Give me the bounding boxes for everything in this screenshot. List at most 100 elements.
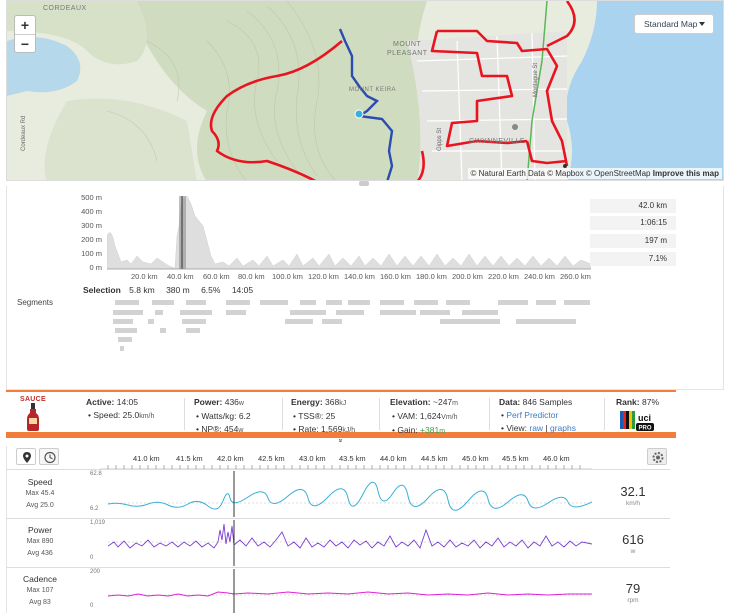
elev-x-tick: 140.0 km — [344, 272, 375, 281]
data-value: 846 Samples — [522, 397, 573, 407]
segment-bar[interactable] — [326, 300, 342, 305]
active-value: 14:05 — [116, 397, 138, 407]
segment-bar[interactable] — [148, 319, 154, 324]
divider — [489, 398, 490, 430]
km-tick: 43.5 km — [339, 454, 366, 463]
segment-bar[interactable] — [336, 310, 364, 315]
segment-bar[interactable] — [322, 319, 342, 324]
segment-bar[interactable] — [290, 310, 326, 315]
view-label: View: — [506, 423, 527, 433]
segment-bar[interactable] — [120, 346, 124, 351]
segment-bar[interactable] — [152, 300, 174, 305]
segment-bar[interactable] — [180, 310, 212, 315]
segment-bar[interactable] — [498, 300, 528, 305]
perf-predictor-link[interactable]: Perf Predictor — [506, 410, 559, 420]
segment-bar[interactable] — [414, 300, 438, 305]
sauce-rank[interactable]: Rank: 87% uci PRO — [616, 396, 659, 437]
wkg-value: 6.2 — [238, 411, 251, 421]
gain-unit: m — [439, 428, 446, 435]
map-pin-button[interactable] — [16, 448, 36, 465]
sauce-elevation: Elevation: ~247m • VAM: 1,624Vm/h • Gain… — [390, 397, 458, 435]
sauce-logo[interactable]: SAUCE — [10, 396, 56, 436]
expand-toggle-icon[interactable]: » — [336, 438, 344, 443]
improve-map-link[interactable]: Improve this map — [652, 169, 719, 178]
segment-bar[interactable] — [462, 310, 498, 315]
segment-bar[interactable] — [160, 328, 166, 333]
cadence-axis-top: 200 — [90, 569, 101, 575]
energy-unit: kJ — [339, 400, 347, 407]
map-type-select[interactable]: Standard Map — [634, 14, 714, 34]
elevation-chart[interactable] — [107, 196, 591, 270]
segment-bar[interactable] — [113, 310, 143, 315]
segment-bar[interactable] — [260, 300, 288, 305]
elev-value: ~247 — [433, 397, 453, 407]
elev-x-tick: 80.0 km — [238, 272, 265, 281]
power-value: 436 — [224, 397, 239, 407]
segment-bar[interactable] — [155, 310, 163, 315]
segment-bar[interactable] — [115, 328, 137, 333]
attribution-text: © Natural Earth Data © Mapbox © OpenStre… — [470, 169, 651, 178]
segment-bar[interactable] — [226, 310, 246, 315]
cadence-current-unit: rpm — [627, 597, 639, 604]
segment-bar[interactable] — [285, 319, 313, 324]
km-tick: 42.0 km — [217, 454, 244, 463]
segment-bar[interactable] — [420, 310, 450, 315]
elev-unit: m — [452, 400, 458, 407]
segment-bar[interactable] — [446, 300, 470, 305]
segment-bar[interactable] — [380, 300, 404, 305]
elev-x-tick: 120.0 km — [308, 272, 339, 281]
power-current-value: 616 — [622, 532, 644, 547]
speed-avg: Avg 25.0 — [26, 502, 54, 509]
segment-bar[interactable] — [226, 300, 250, 305]
settings-button[interactable] — [647, 448, 667, 465]
sauce-active: Active: 14:05 • Speed: 25.0km/h — [86, 397, 155, 420]
segment-bar[interactable] — [536, 300, 556, 305]
segment-bar[interactable] — [186, 300, 206, 305]
segment-bar[interactable] — [516, 319, 576, 324]
segment-bar[interactable] — [440, 319, 500, 324]
cadence-title: Cadence — [22, 574, 58, 584]
segment-bar[interactable] — [113, 319, 133, 324]
segment-bar[interactable] — [118, 337, 132, 342]
km-tick: 41.5 km — [176, 454, 203, 463]
power-row-label: Power Max 890 Avg 436 — [12, 524, 68, 560]
cadence-chart[interactable] — [108, 569, 592, 613]
speed-chart[interactable] — [108, 471, 592, 517]
clock-button[interactable] — [39, 448, 59, 465]
stat-distance: 42.0 km — [590, 199, 676, 213]
stat-grade: 7.1% — [590, 252, 676, 266]
segment-bar[interactable] — [182, 319, 206, 324]
zoom-in-button[interactable]: + — [20, 17, 30, 33]
sauce-data: Data: 846 Samples • Perf Predictor • Vie… — [499, 397, 576, 433]
vam-value: 1,624 — [419, 411, 442, 421]
speed-axis-bottom: 6.2 — [90, 506, 99, 512]
segment-bar[interactable] — [186, 328, 200, 333]
km-tick: 45.5 km — [502, 454, 529, 463]
uci-badge-text: uci — [638, 413, 651, 423]
speed-current: 32.1 km/h — [593, 484, 673, 507]
km-tick: 44.5 km — [421, 454, 448, 463]
segment-bar[interactable] — [348, 300, 370, 305]
gear-icon — [652, 452, 664, 463]
view-raw-link[interactable]: raw — [529, 423, 544, 433]
divider — [604, 398, 605, 430]
segment-bar[interactable] — [564, 300, 590, 305]
map-resize-handle[interactable] — [359, 181, 369, 186]
map-type-label: Standard Map — [644, 19, 698, 29]
sauce-stats-bar: SAUCE Active: 14:05 • Speed: 25.0km/h Po… — [6, 390, 676, 438]
tss-label: TSS®: — [298, 411, 324, 421]
view-graphs-link[interactable]: graphs — [550, 423, 576, 433]
np-unit: w — [238, 427, 244, 434]
elev-x-tick: 40.0 km — [167, 272, 194, 281]
segment-bar[interactable] — [300, 300, 316, 305]
speed-max: Max 45.4 — [25, 490, 55, 497]
power-chart[interactable] — [108, 520, 592, 566]
rate-label: Rate: — [298, 424, 319, 434]
speed-label: Speed: — [93, 410, 121, 420]
route-map[interactable]: + − Standard Map CORDEAUX MOUNT PLEASANT… — [6, 0, 724, 181]
segment-bar[interactable] — [115, 300, 139, 305]
zoom-out-button[interactable]: − — [15, 34, 35, 52]
segment-bar[interactable] — [380, 310, 416, 315]
wkg-label: Watts/kg: — [201, 411, 237, 421]
cadence-row-label: Cadence Max 107 Avg 83 — [12, 573, 68, 609]
